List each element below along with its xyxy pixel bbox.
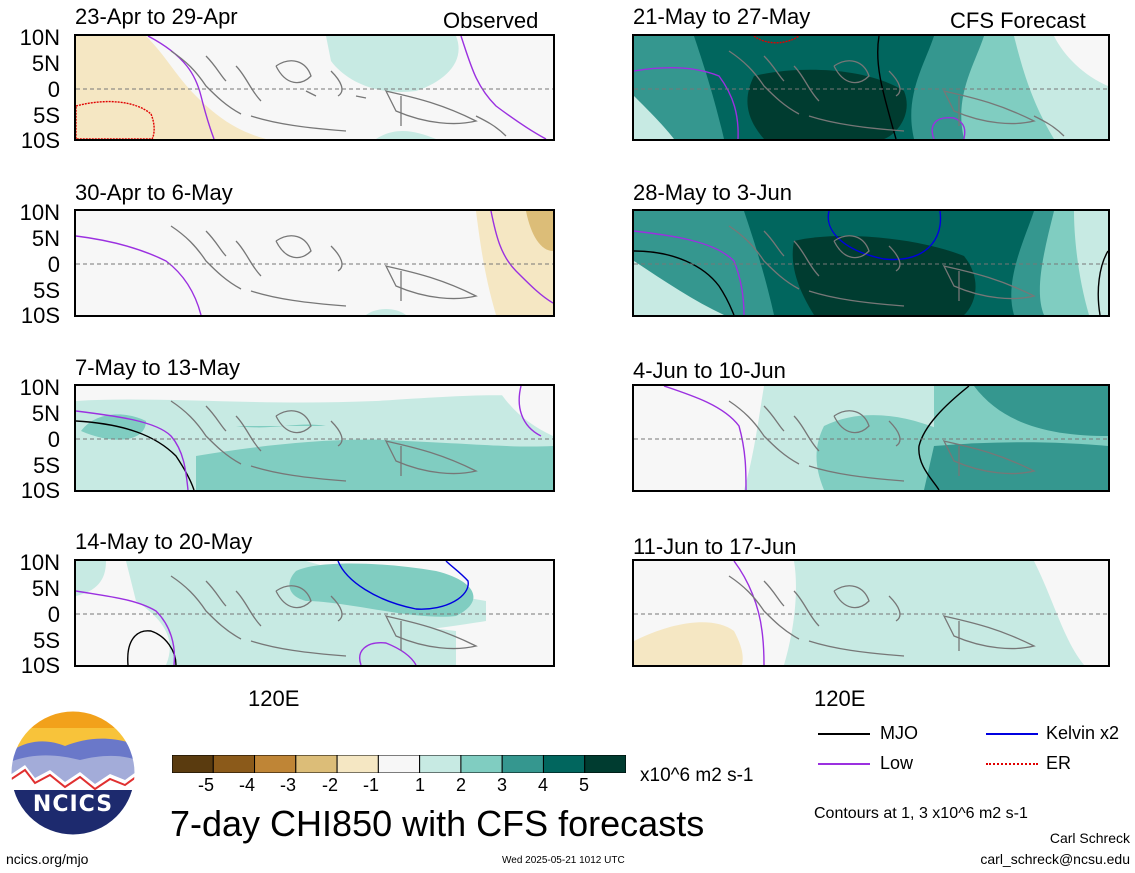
lat-label: 10S — [20, 303, 60, 328]
panel-5-title: 7-May to 13-May — [75, 355, 241, 380]
legend-er-line — [986, 763, 1038, 765]
colorbar-segment — [254, 754, 297, 774]
colorbar-segment — [584, 754, 627, 774]
panel-8-title: 11-Jun to 17-Jun — [633, 534, 797, 559]
lat-label: 10N — [19, 25, 60, 50]
lat-label: 10S — [20, 653, 60, 678]
ncics-logo: NCICS — [10, 710, 136, 836]
colorbar-units: x10^6 m2 s-1 — [640, 765, 754, 786]
colorbar-label: -2 — [321, 775, 338, 795]
lat-label: 0 — [47, 602, 60, 627]
cfs-forecast-label: CFS Forecast — [950, 8, 1086, 33]
lon-label-left: 120E — [248, 686, 300, 711]
lat-label: 5S — [33, 628, 60, 653]
lat-label: 0 — [47, 252, 60, 277]
lat-label: 10S — [20, 478, 60, 503]
colorbar-segment — [419, 754, 462, 774]
colorbar-segment — [295, 754, 338, 774]
colorbar-label: -4 — [238, 775, 255, 795]
colorbar-label: 5 — [578, 775, 589, 795]
colorbar-segment — [377, 754, 421, 774]
colorbar-label: -3 — [279, 775, 296, 795]
timestamp: Wed 2025-05-21 1012 UTC — [502, 855, 625, 866]
legend-kelvin-line — [986, 733, 1038, 735]
map-panel-7 — [74, 559, 555, 667]
panel-1-title: 23-Apr to 29-Apr — [75, 4, 238, 29]
colorbar-label: 3 — [496, 775, 507, 795]
legend-low-line — [818, 763, 870, 765]
lat-label: 0 — [47, 427, 60, 452]
figure-title: 7-day CHI850 with CFS forecasts — [170, 803, 705, 844]
contours-note: Contours at 1, 3 x10^6 m2 s-1 — [814, 805, 1028, 822]
lon-label-right: 120E — [814, 686, 866, 711]
lat-label: 10N — [19, 200, 60, 225]
colorbar-segment — [171, 754, 214, 774]
legend-kelvin-label: Kelvin x2 — [1046, 723, 1120, 743]
colorbar-label: 2 — [455, 775, 466, 795]
colorbar-segment — [460, 754, 503, 774]
map-panel-4 — [632, 209, 1110, 317]
colorbar-segment — [212, 754, 256, 774]
colorbar — [171, 754, 627, 774]
legend-er-label: ER — [1046, 753, 1072, 773]
panel-7-title: 14-May to 20-May — [75, 529, 253, 554]
colorbar-label: 1 — [414, 775, 425, 795]
map-panel-2 — [632, 34, 1110, 141]
colorbar-label: 4 — [537, 775, 548, 795]
panel-2-title: 21-May to 27-May — [633, 4, 811, 29]
legend-mjo-label: MJO — [880, 723, 918, 743]
legend-mjo-line — [818, 733, 870, 735]
lat-label: 5N — [31, 226, 60, 251]
map-panel-1 — [74, 34, 555, 141]
map-panel-8 — [632, 559, 1110, 667]
colorbar-segment — [336, 754, 379, 774]
panel-6-title: 4-Jun to 10-Jun — [633, 358, 786, 383]
panel-4-title: 28-May to 3-Jun — [633, 180, 792, 205]
map-panel-6 — [632, 384, 1110, 492]
lat-label: 5S — [33, 103, 60, 128]
lat-label: 5N — [31, 401, 60, 426]
colorbar-label: -1 — [362, 775, 379, 795]
lat-label: 10S — [20, 128, 60, 153]
colorbar-label: -5 — [197, 775, 214, 795]
author-email[interactable]: carl_schreck@ncsu.edu — [980, 851, 1130, 867]
lat-label: 5S — [33, 278, 60, 303]
map-panel-3 — [74, 209, 555, 317]
website-link[interactable]: ncics.org/mjo — [6, 851, 89, 867]
colorbar-segment — [501, 754, 544, 774]
lat-label: 5N — [31, 576, 60, 601]
logo-text: NCICS — [32, 792, 114, 817]
colorbar-segment — [542, 754, 586, 774]
observed-label: Observed — [443, 8, 539, 33]
lat-label: 5N — [31, 51, 60, 76]
map-panel-5 — [74, 384, 555, 492]
lat-label: 10N — [19, 375, 60, 400]
author-name: Carl Schreck — [1049, 830, 1130, 846]
legend-low-label: Low — [880, 753, 914, 773]
lat-label: 0 — [47, 77, 60, 102]
panel-3-title: 30-Apr to 6-May — [75, 180, 233, 205]
lat-label: 10N — [19, 550, 60, 575]
lat-label: 5S — [33, 453, 60, 478]
